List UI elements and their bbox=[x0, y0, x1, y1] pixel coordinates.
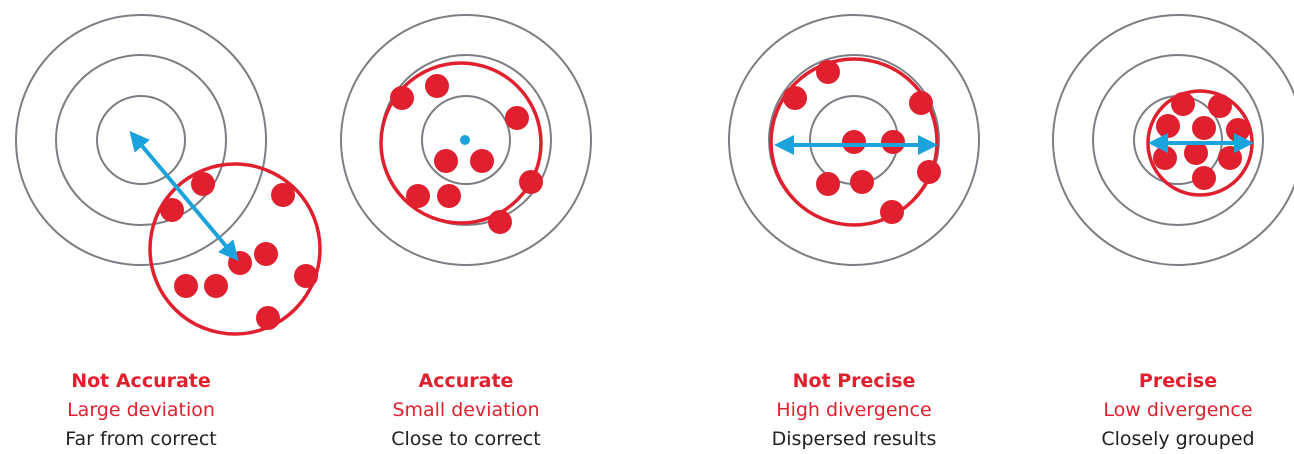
shot-marker bbox=[1192, 116, 1216, 140]
shot-marker bbox=[1226, 118, 1250, 142]
shot-marker bbox=[881, 130, 905, 154]
shot-marker bbox=[204, 274, 228, 298]
panel-title: Not Precise bbox=[793, 370, 916, 392]
shot-marker bbox=[425, 74, 449, 98]
shot-marker bbox=[470, 149, 494, 173]
shot-marker bbox=[191, 172, 215, 196]
shot-spread-circle bbox=[379, 61, 543, 225]
panel-precise: Precise Low divergence Closely grouped bbox=[1052, 14, 1294, 450]
panel-title: Precise bbox=[1139, 370, 1217, 392]
panel-accurate: Accurate Small deviation Close to correc… bbox=[340, 14, 592, 450]
panel-subtitle: Low divergence bbox=[1103, 399, 1252, 421]
deviation-arrow bbox=[129, 130, 239, 262]
shot-marker bbox=[1208, 94, 1232, 118]
target-middle-ring bbox=[1092, 54, 1264, 226]
target-outer-ring bbox=[728, 14, 980, 266]
accuracy-center-dot bbox=[460, 135, 470, 145]
shot-marker bbox=[271, 183, 295, 207]
target-outer-ring bbox=[15, 14, 267, 266]
target bbox=[15, 14, 267, 266]
shot-marker bbox=[174, 274, 198, 298]
shot-marker bbox=[519, 170, 543, 194]
shot-marker bbox=[1156, 114, 1180, 138]
shot-marker bbox=[917, 160, 941, 184]
shot-marker bbox=[505, 106, 529, 130]
shot-marker bbox=[783, 86, 807, 110]
shot-marker bbox=[816, 60, 840, 84]
shot-group bbox=[390, 74, 543, 234]
panel-subtitle: Small deviation bbox=[392, 399, 539, 421]
panel-title: Accurate bbox=[419, 370, 514, 392]
shot-marker bbox=[1153, 146, 1177, 170]
target-outer-ring bbox=[340, 14, 592, 266]
shot-marker bbox=[1171, 92, 1195, 116]
shot-marker bbox=[488, 210, 512, 234]
panel-description: Dispersed results bbox=[772, 428, 937, 450]
panel-title: Not Accurate bbox=[71, 370, 211, 392]
shot-marker bbox=[842, 130, 866, 154]
shot-marker bbox=[406, 184, 430, 208]
shot-marker bbox=[850, 170, 874, 194]
shot-marker bbox=[909, 91, 933, 115]
shot-group bbox=[160, 172, 318, 330]
panel-description: Far from correct bbox=[65, 428, 216, 450]
shot-marker bbox=[256, 306, 280, 330]
shot-marker bbox=[880, 200, 904, 224]
target-inner-ring bbox=[421, 95, 511, 185]
shot-marker bbox=[437, 184, 461, 208]
shot-marker bbox=[1218, 146, 1242, 170]
panel-description: Close to correct bbox=[391, 428, 540, 450]
target-middle-ring bbox=[55, 54, 227, 226]
shot-marker bbox=[294, 264, 318, 288]
shot-marker bbox=[254, 242, 278, 266]
shot-group bbox=[1153, 92, 1250, 190]
panel-not-precise: Not Precise High divergence Dispersed re… bbox=[728, 14, 980, 450]
target-outer-ring bbox=[1052, 14, 1294, 266]
target bbox=[1052, 14, 1294, 266]
shot-marker bbox=[390, 86, 414, 110]
panel-not-accurate: Not Accurate Large deviation Far from co… bbox=[15, 14, 322, 450]
panel-description: Closely grouped bbox=[1101, 428, 1254, 450]
shot-spread-circle bbox=[148, 162, 322, 336]
shot-marker bbox=[816, 172, 840, 196]
target-inner-ring bbox=[96, 95, 186, 185]
panel-subtitle: High divergence bbox=[776, 399, 931, 421]
panel-subtitle: Large deviation bbox=[67, 399, 215, 421]
shot-marker bbox=[160, 198, 184, 222]
shot-marker bbox=[1192, 166, 1216, 190]
shot-marker bbox=[434, 149, 458, 173]
